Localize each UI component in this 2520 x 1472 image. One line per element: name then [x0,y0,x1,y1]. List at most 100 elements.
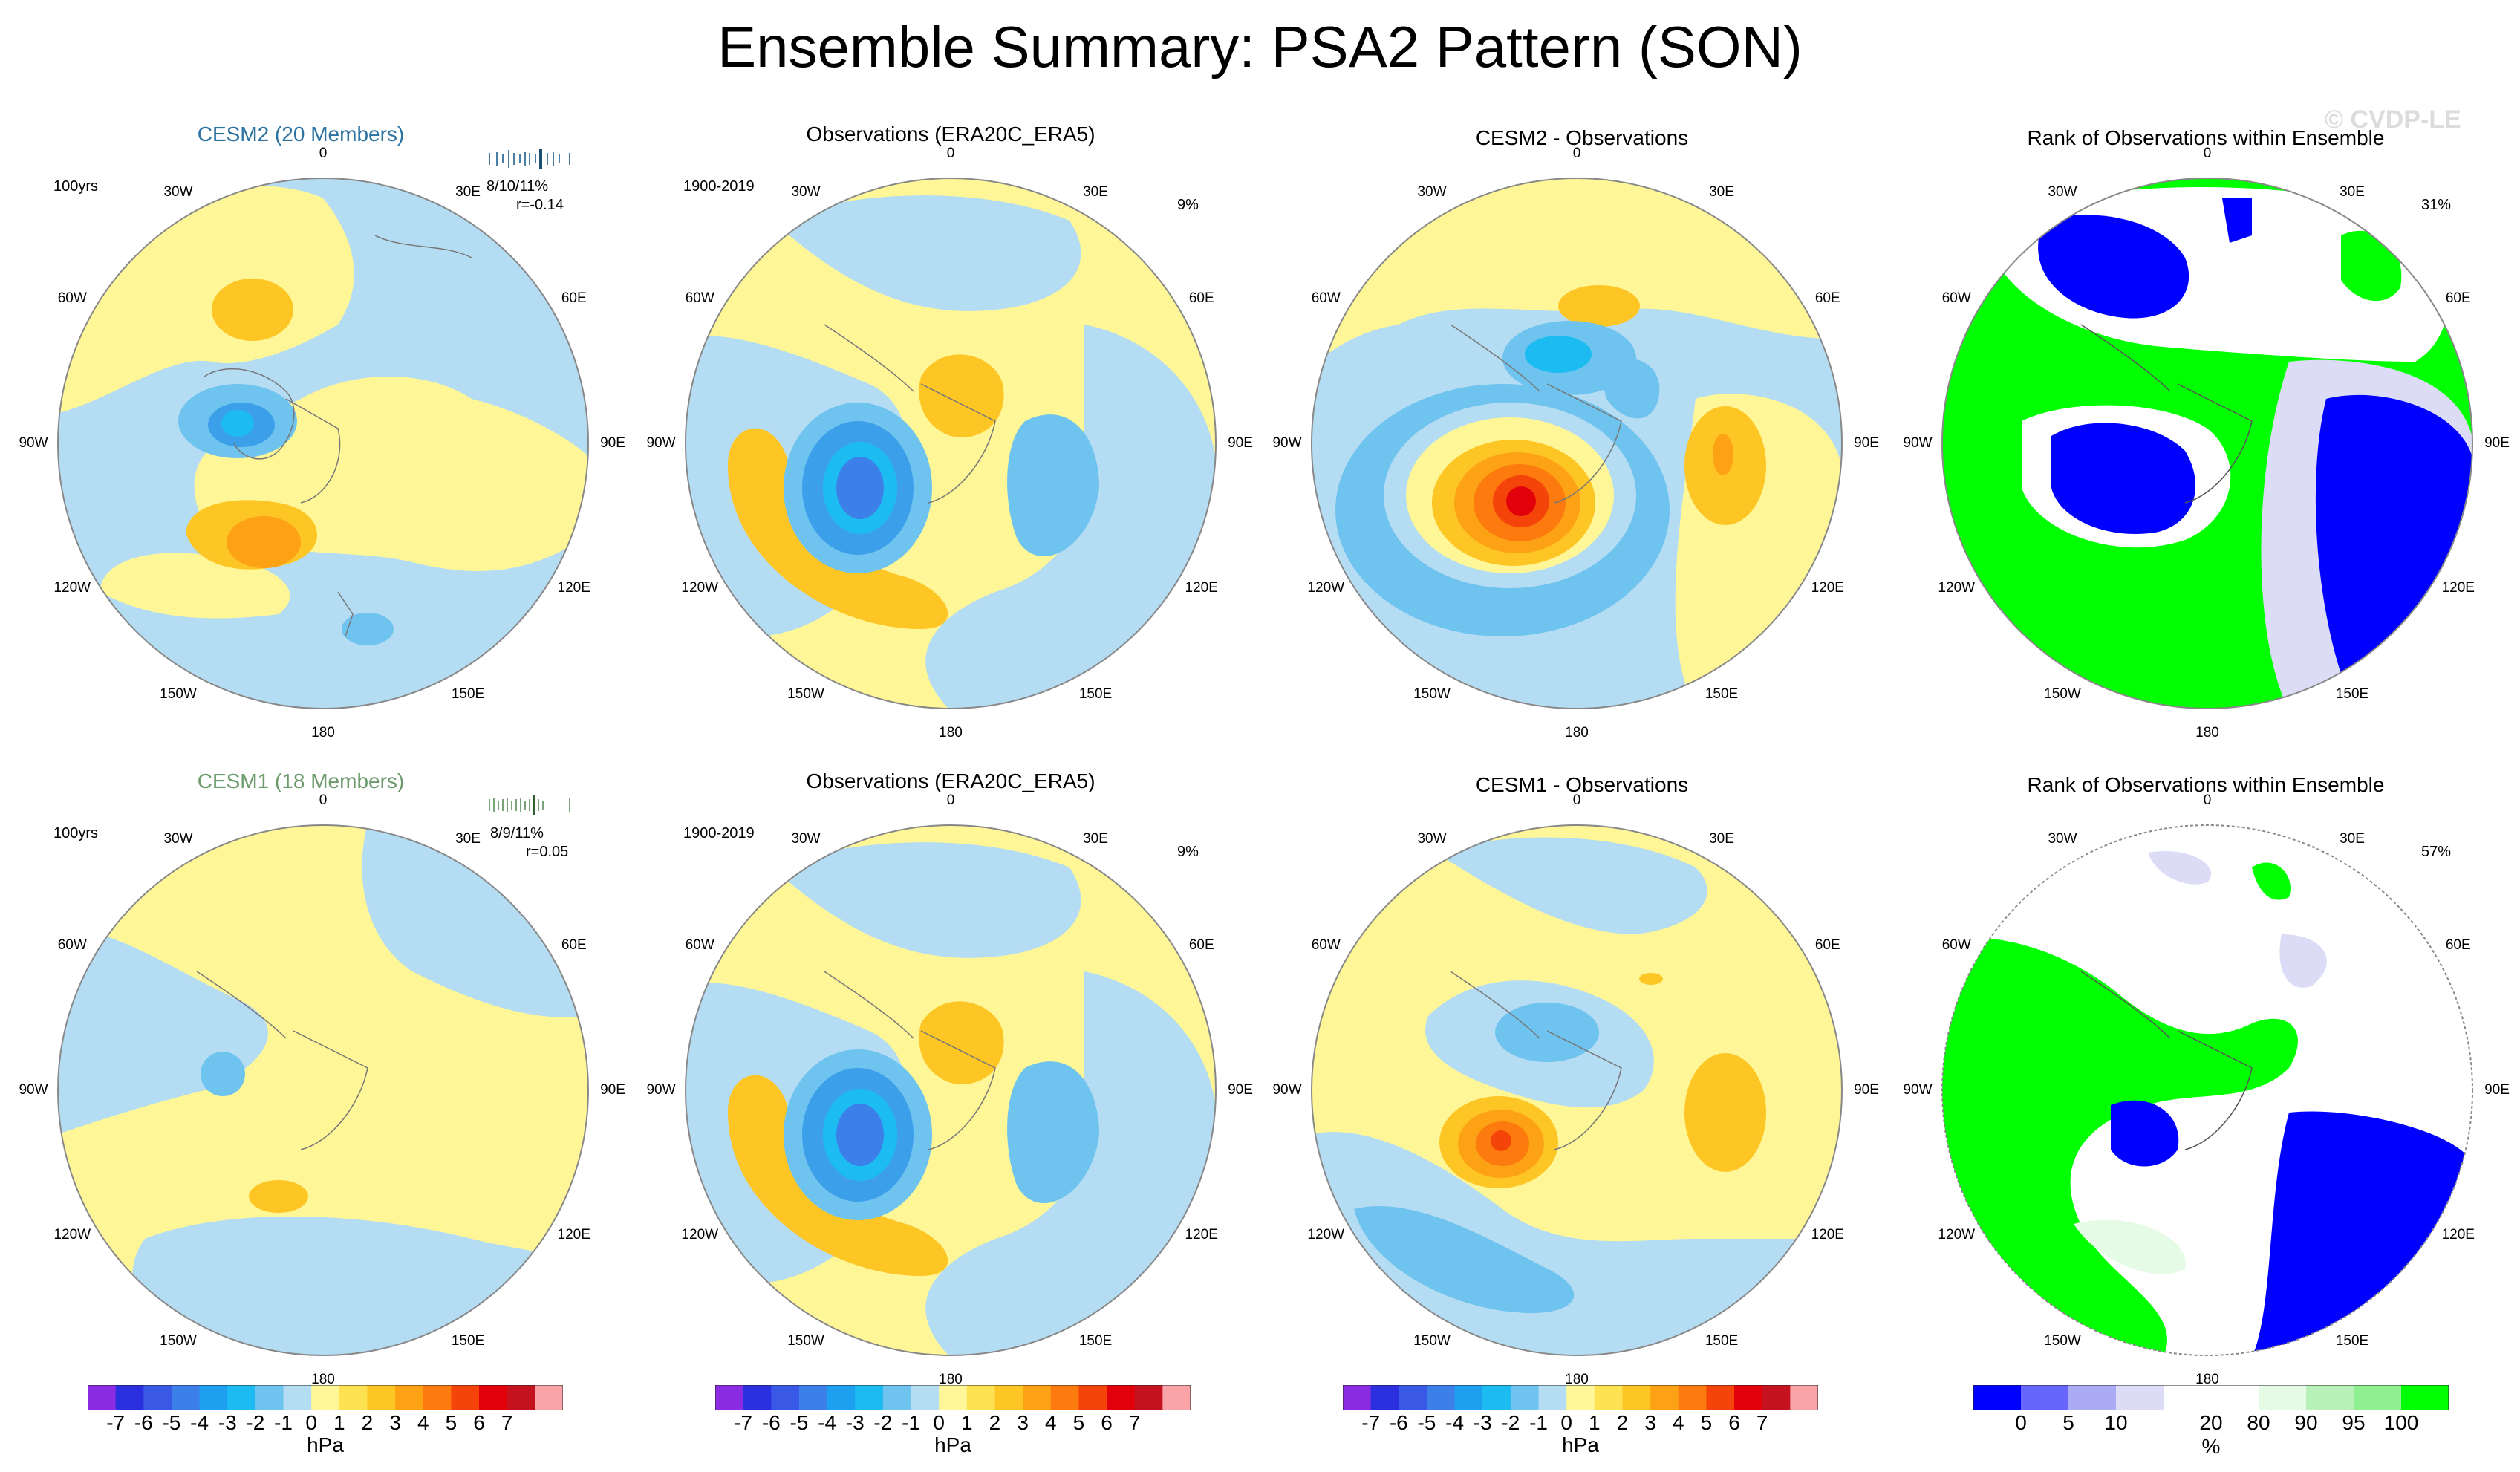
longitude-label: 60W [1941,290,1971,306]
longitude-label: 60E [1814,937,1840,953]
colorbar-swatch [1510,1385,1540,1410]
map-obs-pattern-1 [685,178,1217,709]
colorbar-swatch [283,1385,312,1410]
colorbar-swatch [367,1385,396,1410]
colorbar-swatch [1734,1385,1763,1410]
panel-title-obs-2: Observations (ERA20C_ERA5) [806,769,1095,792]
longitude-label: 120W [53,580,91,596]
longitude-label: 180 [939,725,963,740]
longitude-label: 30W [791,831,821,847]
colorbar-tick-label: 4 [417,1411,429,1434]
colorbar-swatch [1566,1385,1595,1410]
longitude-label: 120W [681,1227,719,1243]
colorbar-unit: hPa [1562,1433,1599,1456]
longitude-label: 60E [1814,290,1840,306]
colorbar-swatch [479,1385,508,1410]
longitude-label: 0 [319,146,328,161]
longitude-label: 60E [1188,937,1214,953]
longitude-label: 120E [557,1227,590,1243]
colorbar-swatch [1622,1385,1651,1410]
colorbar-tick-label: -3 [845,1411,865,1434]
colorbar-tick-label: -1 [1529,1411,1548,1434]
longitude-label: 120W [1938,580,1976,596]
colorbar-swatch [535,1385,563,1410]
longitude-label: 180 [311,725,335,740]
longitude-label: 60E [2445,290,2471,306]
longitude-label: 180 [311,1372,335,1387]
years-label: 100yrs [53,825,99,841]
rank-colorbar-unit: % [2201,1435,2221,1458]
colorbar-tick-label: 1 [1589,1411,1601,1434]
colorbar-tick-label: 1 [961,1411,973,1434]
colorbar-tick-label: -7 [106,1411,126,1434]
colorbar-swatch [143,1385,172,1410]
colorbar-tick-label: 7 [501,1411,513,1434]
longitude-label: 120W [681,580,719,596]
longitude-label: 60E [561,937,587,953]
longitude-label: 30W [2048,831,2077,847]
panel-title-obs-1: Observations (ERA20C_ERA5) [806,123,1095,146]
colorbar-swatch [423,1385,452,1410]
colorbar-swatch [1594,1385,1623,1410]
longitude-label: 30E [1083,831,1108,847]
longitude-label: 120E [1811,580,1844,596]
obs-variance-pct: 9% [1177,197,1199,213]
colorbar-swatch [882,1385,912,1410]
longitude-label: 90E [1228,435,1253,451]
colorbar-tick-label: -4 [190,1411,209,1434]
longitude-label: 0 [946,146,955,161]
colorbar-tick-label: 3 [1644,1411,1656,1434]
colorbar-tick-label: -4 [818,1411,837,1434]
colorbar-swatch [2068,1385,2117,1410]
colorbar-tick-label: -6 [1389,1411,1408,1434]
longitude-label: 60W [1941,937,1971,953]
pattern-correlation: r=-0.14 [516,197,564,213]
longitude-label: 150W [2044,685,2081,702]
longitude-label: 30W [2048,184,2077,201]
colorbar-unit: hPa [307,1433,344,1456]
colorbar-swatch [1482,1385,1511,1410]
longitude-label: 90E [600,435,625,451]
colorbar-swatch [1370,1385,1399,1410]
colorbar-swatch [1023,1385,1052,1410]
colorbar-rank [1973,1385,2449,1410]
longitude-label: 60W [685,290,714,306]
colorbar-swatch [199,1385,228,1410]
longitude-label: 90W [19,1082,48,1098]
colorbar-unit: hPa [934,1433,971,1456]
colorbar-tick-label: 1 [333,1411,345,1434]
longitude-label: 0 [2203,146,2212,161]
colorbar-swatch [115,1385,144,1410]
colorbar-tick-label: -2 [246,1411,265,1434]
longitude-label: 60W [685,937,714,953]
rank-colorbar-tick-label: 100 [2383,1411,2419,1434]
colorbar-tick-label: -7 [1361,1411,1381,1434]
longitude-label: 30E [1709,184,1734,201]
colorbar-swatch [939,1385,968,1410]
colorbar-tick-label: 6 [473,1411,485,1434]
colorbar-swatch [451,1385,480,1410]
longitude-label: 120W [53,1227,91,1243]
rank-colorbar-tick-label: 95 [2342,1411,2366,1434]
colorbar-swatch [1762,1385,1791,1410]
colorbar-tick-label: -2 [1501,1411,1520,1434]
longitude-label: 150E [1078,1332,1113,1349]
pattern-stat: 8/9/11% [490,825,544,841]
longitude-label: 120W [1938,1227,1976,1243]
colorbar-tick-label: 7 [1756,1411,1768,1434]
colorbar-swatch [2259,1385,2307,1410]
colorbar-swatch [1973,1385,2022,1410]
longitude-label: 0 [2203,792,2212,808]
colorbar-swatch [339,1385,368,1410]
rank-colorbar-tick-label: 0 [2015,1411,2027,1434]
colorbar-swatch [2401,1385,2449,1410]
longitude-label: 180 [2195,1372,2219,1387]
longitude-label: 0 [1572,146,1581,161]
colorbar-tick-label: 4 [1672,1411,1684,1434]
longitude-label: 120E [1185,580,1218,596]
colorbar-tick-label: 4 [1044,1411,1057,1434]
rank-colorbar-tick-label: 20 [2199,1411,2223,1434]
obs-variance-pct: 9% [1177,844,1199,860]
colorbar-tick-label: 0 [305,1411,317,1434]
longitude-label: 180 [2195,725,2219,740]
